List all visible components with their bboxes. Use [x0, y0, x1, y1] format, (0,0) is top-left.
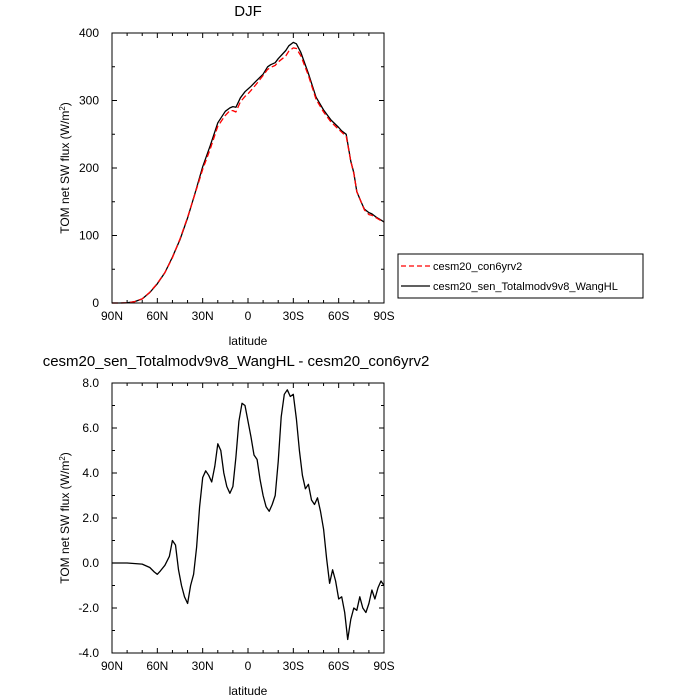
- x-tick-label: 0: [245, 309, 252, 323]
- legend: cesm20_con6yrv2 cesm20_sen_Totalmodv9v8_…: [397, 253, 644, 299]
- x-tick-label: 30N: [192, 659, 214, 673]
- top-axis-ticks: 90N 60N 30N 0 30S 60S 90S 0 100 200 300 400: [79, 26, 395, 323]
- y-tick-label: 8.0: [82, 376, 99, 390]
- series-line-0-1: [112, 47, 385, 304]
- bottom-y-axis-label: TOM net SW flux (W/m2): [58, 452, 72, 584]
- y-tick-label: 0.0: [82, 556, 99, 570]
- x-tick-label: 90N: [101, 659, 123, 673]
- y-tick-label: 2.0: [82, 511, 99, 525]
- series-line-1-0: [112, 389, 385, 641]
- x-tick-label: 60N: [146, 309, 168, 323]
- bottom-panel: cesm20_sen_Totalmodv9v8_WangHL - cesm20_…: [43, 353, 430, 698]
- bottom-axis-ticks: 90N 60N 30N 0 30S 60S 90S -4.0 -2.0 0.0 2.0 4.0 6.0 8…: [78, 376, 394, 673]
- x-tick-label: 30S: [283, 309, 304, 323]
- top-plot-frame: [111, 32, 385, 304]
- y-tick-label: 100: [79, 229, 99, 243]
- series-line-0-0: [112, 41, 385, 304]
- x-tick-label: 90S: [373, 309, 394, 323]
- top-series-layer: [112, 41, 385, 304]
- x-tick-label: 90S: [373, 659, 394, 673]
- x-tick-label: 0: [245, 659, 252, 673]
- top-y-axis-label: TOM net SW flux (W/m2): [58, 102, 72, 234]
- y-tick-label: 300: [79, 94, 99, 108]
- x-tick-label: 30N: [192, 309, 214, 323]
- top-chart-title: DJF: [234, 3, 262, 20]
- y-tick-label: 400: [79, 26, 99, 40]
- top-panel: DJF 90N 60N 30N 0 30S 60S 90S 0 100 200 300 400 lat…: [58, 3, 395, 348]
- y-tick-label: 4.0: [82, 466, 99, 480]
- bottom-series-layer: [112, 389, 385, 641]
- y-tick-label: 0: [92, 296, 99, 310]
- bottom-x-axis-label: latitude: [229, 684, 268, 698]
- x-tick-label: 60S: [328, 309, 349, 323]
- x-tick-label: 60S: [328, 659, 349, 673]
- y-tick-label: 200: [79, 161, 99, 175]
- x-tick-label: 30S: [283, 659, 304, 673]
- top-x-axis-label: latitude: [229, 334, 268, 348]
- legend-label-wanghl: cesm20_sen_Totalmodv9v8_WangHL: [433, 281, 618, 293]
- x-tick-label: 60N: [146, 659, 168, 673]
- x-tick-label: 90N: [101, 309, 123, 323]
- y-tick-label: 6.0: [82, 421, 99, 435]
- legend-box: [397, 253, 644, 299]
- y-tick-label: -2.0: [78, 601, 99, 615]
- legend-label-con6yrv2: cesm20_con6yrv2: [433, 261, 522, 273]
- bottom-chart-title: cesm20_sen_Totalmodv9v8_WangHL - cesm20_…: [43, 353, 430, 370]
- y-tick-label: -4.0: [78, 646, 99, 660]
